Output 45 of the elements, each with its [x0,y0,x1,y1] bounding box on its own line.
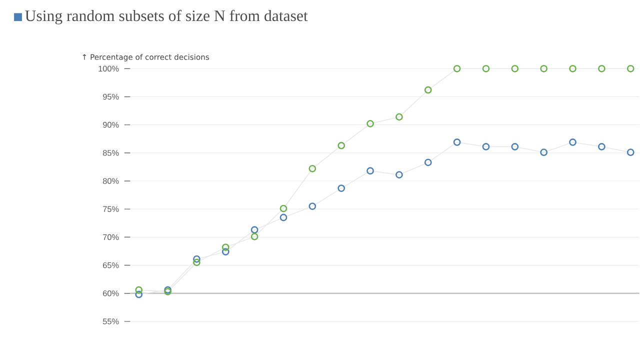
y-tick-label: 60% [103,290,119,296]
point [424,86,432,94]
point [424,158,432,166]
point [396,113,403,121]
point [135,290,143,298]
point [338,184,346,192]
point [598,142,606,150]
point [453,64,461,72]
point [540,64,548,72]
chart-title: Using random subsets of size N from dataset [25,10,308,24]
point [250,226,258,234]
point [569,138,576,146]
point [222,244,230,251]
point [511,142,519,150]
point [308,164,316,172]
point [626,64,634,72]
point [569,64,576,72]
point [193,258,200,266]
point [135,286,143,294]
point [598,64,606,72]
y-tick-label: 85% [102,150,119,156]
y-tick-label: 100% [98,66,119,72]
point [338,142,346,150]
point [366,120,374,128]
point [308,202,316,210]
y-tick-label: 90% [103,122,119,128]
y-tick-label: 75% [103,206,119,212]
point [250,232,258,240]
point [511,64,519,72]
y-tick-label: 65% [103,262,119,268]
point [626,148,634,156]
point [280,214,288,222]
point [396,171,403,178]
y-tick-label: 95% [103,94,119,100]
point [540,148,548,156]
y-tick-label: 55% [102,318,119,324]
y-tick-label: 80% [102,178,119,184]
point [366,167,374,175]
point [482,64,490,72]
point [193,255,200,263]
point [453,138,461,146]
point [280,204,288,212]
point [222,248,230,256]
y-tick-label: 70% [103,234,119,240]
point [482,142,490,150]
